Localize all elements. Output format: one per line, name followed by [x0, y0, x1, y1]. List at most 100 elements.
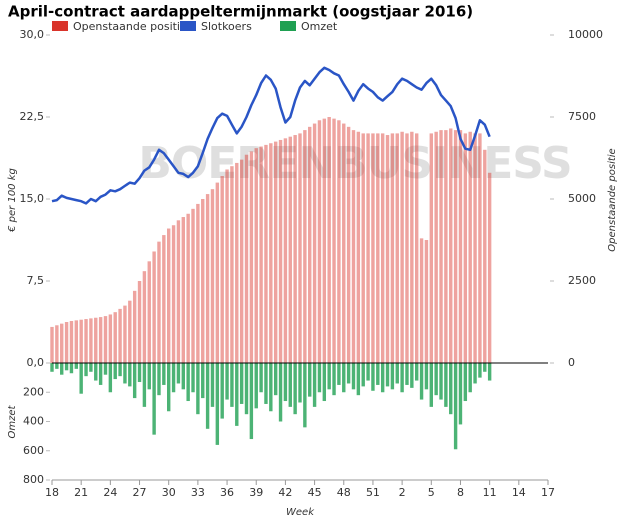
bar [424, 240, 429, 363]
bar [439, 363, 443, 400]
bar [123, 305, 127, 363]
bar [478, 363, 482, 378]
bar [157, 241, 161, 363]
x-tick-label: 14 [512, 486, 526, 499]
x-tick-label: 18 [45, 486, 59, 499]
bar [196, 363, 200, 415]
bar [468, 131, 472, 363]
y3-tick-label: 400 [23, 415, 44, 428]
bar [215, 182, 220, 363]
bar [371, 363, 375, 391]
legend-swatch [280, 21, 296, 31]
line [51, 66, 491, 205]
bar [376, 363, 380, 385]
bar [50, 326, 54, 363]
bar [415, 133, 419, 363]
bar [137, 281, 142, 363]
bar [415, 363, 419, 381]
bar [98, 363, 103, 385]
y-axis-label: € per 100 kg [7, 168, 18, 233]
y-tick-label: 15,0 [20, 192, 45, 205]
bar [395, 133, 399, 363]
bar [167, 363, 171, 412]
bar [473, 133, 477, 363]
bar [239, 159, 244, 363]
bar [483, 363, 487, 372]
bar [346, 363, 351, 384]
bar [201, 199, 205, 363]
bar [157, 363, 161, 396]
x-tick-label: 11 [483, 486, 497, 499]
bar [434, 131, 438, 363]
bar [210, 363, 215, 407]
y2-tick-label: 5000 [568, 192, 596, 205]
bar [191, 363, 195, 393]
bar [210, 189, 215, 363]
bar [108, 314, 113, 363]
legend-label: Omzet [301, 20, 338, 33]
x-tick-label: 2 [399, 486, 406, 499]
bar [186, 213, 190, 363]
bar [94, 363, 98, 381]
bar [424, 363, 429, 390]
bar [361, 133, 365, 363]
bar [312, 363, 317, 407]
legend-label: Openstaande positie [73, 20, 187, 33]
bar [322, 118, 327, 363]
bar [162, 363, 166, 385]
y2-axis-label: Openstaande positie [607, 148, 618, 251]
bar [380, 133, 385, 363]
bar [453, 363, 458, 450]
bar [235, 363, 239, 426]
bar [419, 238, 424, 363]
x-tick-label: 17 [541, 486, 555, 499]
bar [337, 363, 341, 385]
bar [298, 363, 302, 403]
bar [259, 146, 263, 363]
bar [186, 363, 190, 402]
bar [171, 363, 176, 393]
y2-tick-label: 2500 [568, 274, 596, 287]
y-tick-label: 30,0 [20, 28, 45, 41]
bar [483, 149, 487, 363]
bar [79, 363, 83, 394]
bar [332, 363, 336, 396]
bar [308, 363, 312, 397]
y2-tick-label: 10000 [568, 28, 603, 41]
bar [264, 144, 268, 363]
bar [89, 363, 93, 372]
bar [342, 123, 346, 363]
bar [98, 317, 103, 363]
x-tick-label: 48 [337, 486, 351, 499]
bar [361, 363, 365, 387]
bar [385, 135, 390, 363]
x-tick-label: 30 [162, 486, 176, 499]
bar [181, 363, 185, 390]
y3-tick-label: 800 [23, 473, 44, 486]
bar [395, 363, 399, 384]
y-tick-label: 7,5 [27, 274, 45, 287]
bar [410, 363, 414, 388]
bar [308, 126, 312, 363]
bar [405, 363, 409, 385]
bar [317, 120, 322, 363]
bar [103, 363, 108, 375]
x-tick-label: 51 [366, 486, 380, 499]
bar [429, 363, 433, 407]
bar [273, 141, 278, 363]
bar [444, 130, 448, 363]
bar [244, 154, 249, 363]
bar [69, 363, 74, 374]
bar [142, 271, 147, 363]
x-tick-label: 42 [278, 486, 292, 499]
bar [74, 363, 79, 369]
bar [147, 363, 151, 390]
x-tick-label: 21 [74, 486, 88, 499]
bar [220, 363, 224, 419]
bar [371, 133, 375, 363]
bar [84, 363, 88, 377]
bar [137, 363, 142, 383]
bar [283, 363, 288, 402]
bar [351, 130, 356, 363]
